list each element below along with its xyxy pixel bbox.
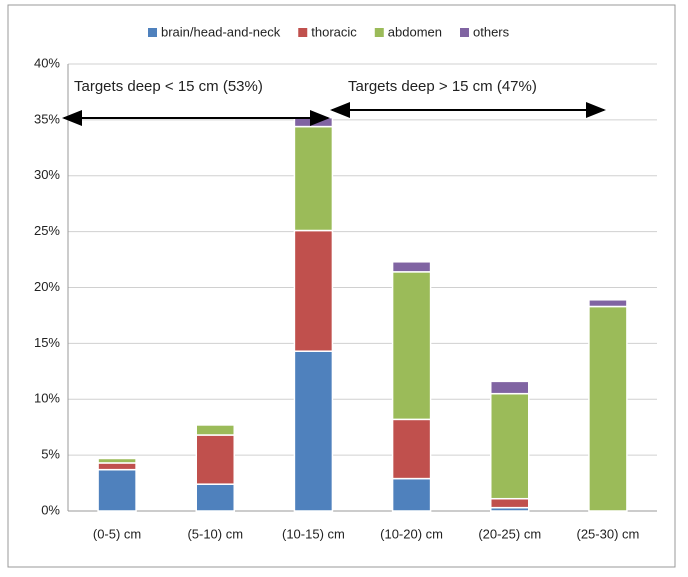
legend-label: brain/head-and-neck xyxy=(161,24,281,39)
bar-segment xyxy=(293,125,334,232)
bar-segment xyxy=(391,261,432,273)
x-tick-label: (10-15) cm xyxy=(282,526,345,541)
legend-swatch xyxy=(374,28,384,37)
legend-swatch xyxy=(298,28,308,37)
bar-segment xyxy=(195,434,235,485)
y-tick-label: 20% xyxy=(34,279,60,294)
bar-segment xyxy=(391,418,432,480)
bar-segment xyxy=(195,424,235,436)
bar-segment xyxy=(588,299,628,308)
bar-segment xyxy=(588,305,628,512)
legend-label: thoracic xyxy=(311,24,357,39)
x-tick-label: (0-5) cm xyxy=(93,526,141,541)
y-tick-label: 15% xyxy=(34,335,60,350)
annotation: Targets deep > 15 cm (47%) xyxy=(348,78,537,95)
legend-swatch xyxy=(460,28,469,37)
x-tick-label: (25-30) cm xyxy=(576,526,639,541)
bar-segment xyxy=(293,229,334,352)
x-tick-label: (5-10) cm xyxy=(187,526,243,541)
bar-segment xyxy=(97,462,137,471)
y-tick-label: 5% xyxy=(41,447,60,462)
x-tick-label: (10-20) cm xyxy=(380,526,443,541)
bar-segment xyxy=(391,477,432,512)
y-tick-label: 35% xyxy=(34,111,60,126)
x-tick-label: (20-25) cm xyxy=(478,526,541,541)
annotation: Targets deep < 15 cm (53%) xyxy=(74,78,263,95)
bar-segment xyxy=(490,380,530,395)
bar-segment xyxy=(97,457,137,464)
bar-segment xyxy=(195,483,235,512)
legend-label: abdomen xyxy=(388,24,442,39)
y-tick-label: 30% xyxy=(34,167,60,182)
y-tick-label: 25% xyxy=(34,223,60,238)
y-tick-label: 0% xyxy=(41,502,60,517)
bar-segment xyxy=(97,468,137,512)
legend-swatch xyxy=(148,28,157,37)
bar-segment xyxy=(293,350,334,512)
bar-segment xyxy=(391,271,432,421)
bar-segment xyxy=(490,497,530,509)
bar-segment xyxy=(490,392,530,500)
y-tick-label: 10% xyxy=(34,391,60,406)
legend-label: others xyxy=(473,24,510,39)
y-tick-label: 40% xyxy=(34,55,60,70)
